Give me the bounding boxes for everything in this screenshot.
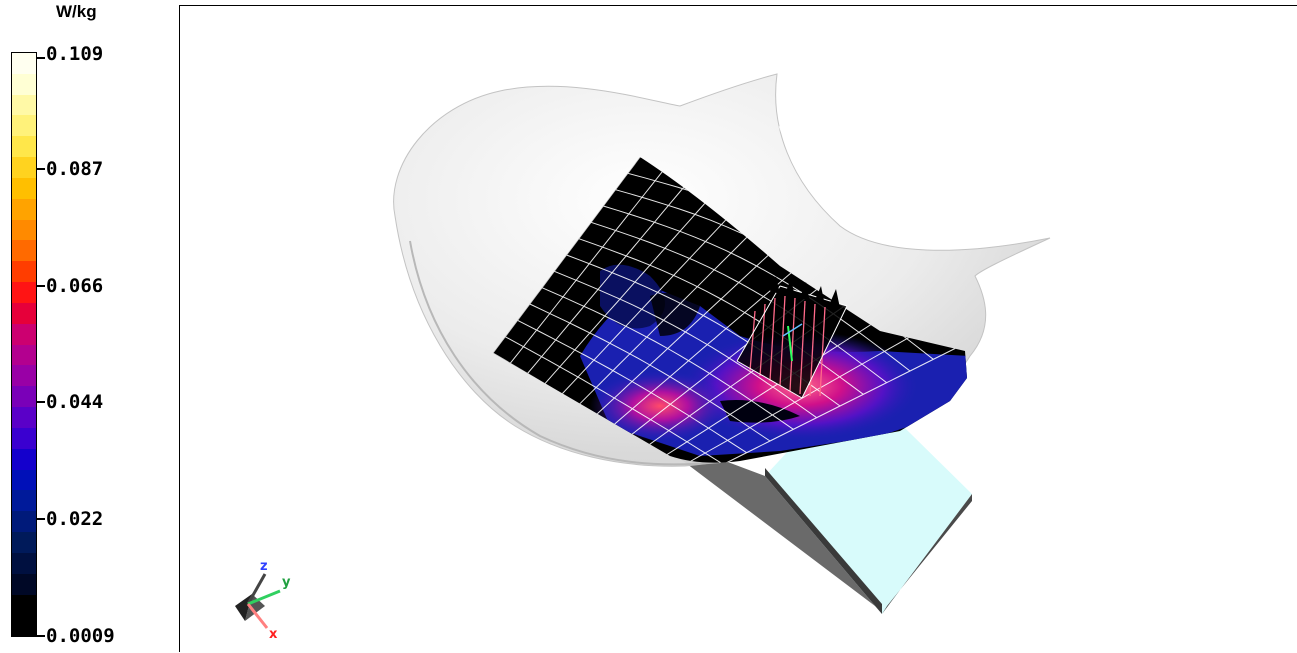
legend-color-segment: [12, 594, 36, 616]
legend-color-segment: [12, 448, 36, 470]
legend-color-segment: [12, 427, 36, 449]
legend-color-segment: [12, 511, 36, 533]
y-axis-label: y: [282, 575, 291, 590]
legend-tick-mark: [37, 284, 45, 287]
legend-color-segment: [12, 573, 36, 595]
legend-tick-label: 0.087: [46, 157, 104, 180]
legend-color-segment: [12, 532, 36, 553]
legend-tick-mark: [37, 518, 45, 521]
legend-color-segment: [12, 552, 36, 574]
zoom-scan-volume: [736, 276, 848, 399]
legend-color-segment: [12, 282, 36, 303]
grid-line: [517, 319, 747, 454]
legend-color-segment: [12, 115, 36, 137]
legend-color-segment: [12, 157, 36, 178]
legend-color-segment: [12, 261, 36, 283]
legend-unit-label: W/kg: [56, 2, 97, 21]
legend-color-segment: [12, 469, 36, 491]
legend-tick-mark: [37, 57, 45, 59]
legend-color-segment: [12, 240, 36, 262]
grid-line: [504, 336, 724, 463]
legend-tick-label: 0.022: [46, 508, 104, 531]
legend-color-segment: [12, 219, 36, 241]
grid-line: [541, 287, 794, 430]
legend-color-segment: [12, 177, 36, 199]
legend-color-segment: [12, 73, 36, 95]
grid-line: [603, 205, 911, 372]
legend-color-segment: [12, 615, 36, 637]
legend-color-segment: [12, 136, 36, 158]
legend-color-segment: [12, 490, 36, 512]
legend-color-segment: [12, 53, 36, 74]
grid-line: [554, 270, 817, 419]
legend-tick-label: 0.066: [46, 274, 104, 297]
legend-tick-mark: [37, 401, 45, 404]
legend-color-segment: [12, 344, 36, 366]
legend-tick-label: 0.109: [46, 43, 104, 65]
grid-line: [590, 221, 888, 384]
legend-color-segment: [12, 198, 36, 220]
z-axis-label: z: [260, 559, 268, 574]
legend-tick-label: 0.0009: [46, 625, 115, 647]
legend-color-segment: [12, 302, 36, 324]
legend-color-segment: [12, 365, 36, 387]
sar-scene: z y x: [235, 73, 1051, 642]
x-axis-label: x: [269, 627, 278, 642]
grid-line: [529, 303, 771, 442]
axis-triad: z y x: [235, 559, 291, 642]
legend-tick-mark: [37, 635, 45, 637]
color-scale-legend: W/kg 0.109 0.087 0.066 0.044 0.022 0.0009: [0, 0, 140, 652]
legend-color-bar: [11, 52, 37, 637]
legend-color-segment: [12, 94, 36, 116]
legend-tick-mark: [37, 167, 45, 170]
legend-color-segment: [12, 386, 36, 408]
sar-measurement-surface: [493, 157, 967, 463]
legend-color-segment: [12, 407, 36, 428]
3d-viewport[interactable]: z y x: [179, 5, 1297, 652]
legend-color-segment: [12, 323, 36, 345]
legend-tick-label: 0.044: [46, 391, 104, 414]
